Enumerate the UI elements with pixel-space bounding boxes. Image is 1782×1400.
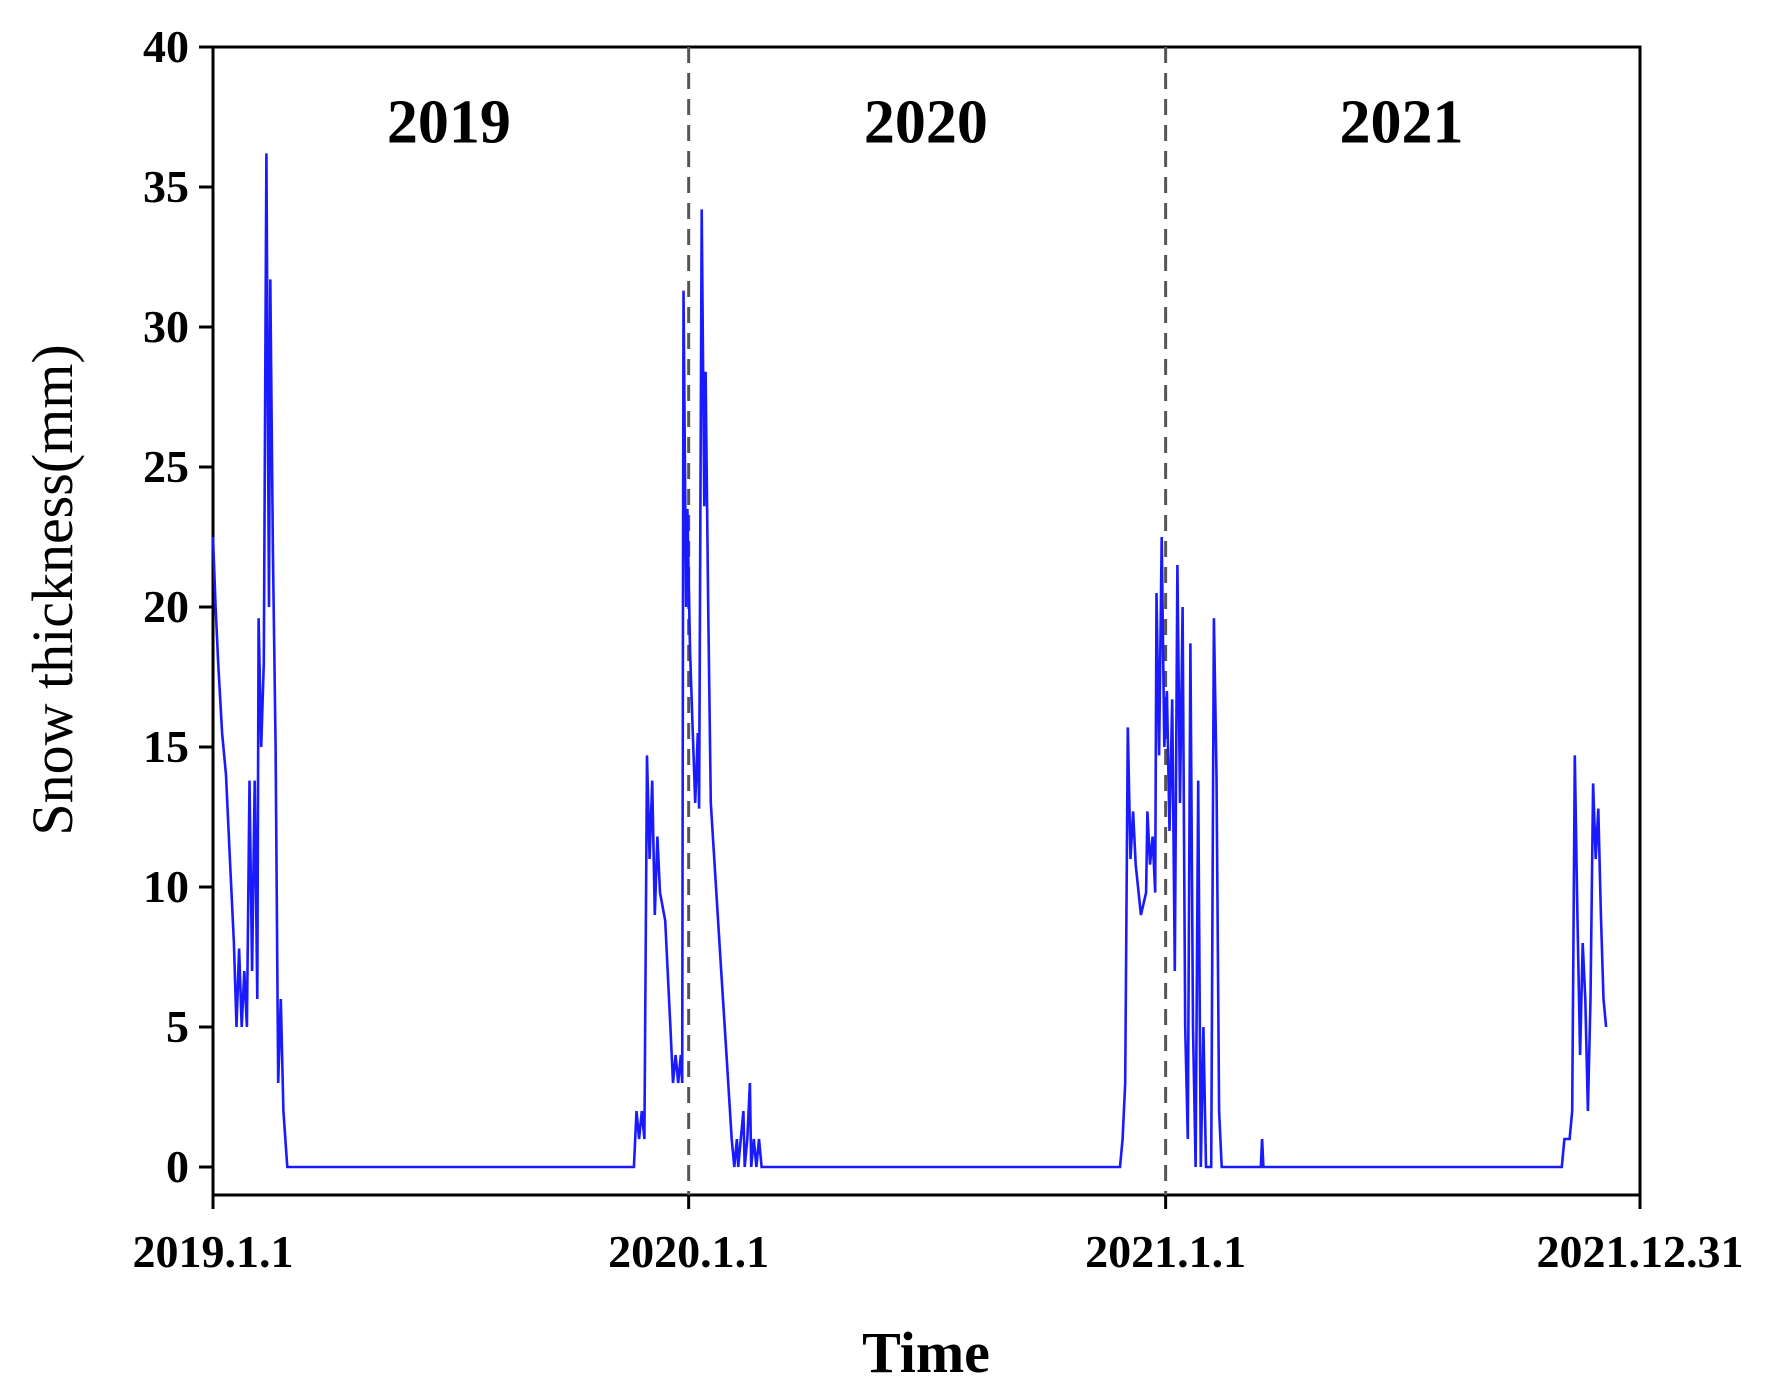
x-tick-label: 2019.1.1 bbox=[133, 1226, 294, 1277]
x-tick-label: 2020.1.1 bbox=[608, 1226, 769, 1277]
y-axis-title: Snow thickness(mm) bbox=[20, 344, 85, 835]
x-tick-label: 2021.1.1 bbox=[1085, 1226, 1246, 1277]
y-tick-label: 5 bbox=[166, 1001, 189, 1052]
year-label: 2020 bbox=[864, 89, 988, 157]
y-tick-label: 40 bbox=[143, 21, 189, 72]
year-labels: 2019 2020 2021 bbox=[387, 89, 1464, 157]
plot-frame bbox=[211, 45, 1642, 1197]
y-tick-label: 0 bbox=[166, 1141, 189, 1192]
y-tick-label: 15 bbox=[143, 721, 189, 772]
year-label: 2019 bbox=[387, 89, 511, 157]
y-tick-label: 20 bbox=[143, 581, 189, 632]
x-axis-title: Time bbox=[862, 1320, 990, 1385]
data-series bbox=[211, 153, 1608, 1169]
snow-thickness-line bbox=[211, 153, 1608, 1169]
x-tick-label: 2021.12.31 bbox=[1537, 1226, 1744, 1277]
axis-ticks: 0 5 10 15 20 25 30 35 40 2019.1.1 2020.1.1 2021.1.1… bbox=[133, 21, 1744, 1277]
y-tick-label: 35 bbox=[143, 161, 189, 212]
year-label: 2021 bbox=[1340, 89, 1464, 157]
y-tick-label: 10 bbox=[143, 861, 189, 912]
y-tick-label: 30 bbox=[143, 301, 189, 352]
y-tick-label: 25 bbox=[143, 441, 189, 492]
year-separators bbox=[687, 47, 1168, 1195]
